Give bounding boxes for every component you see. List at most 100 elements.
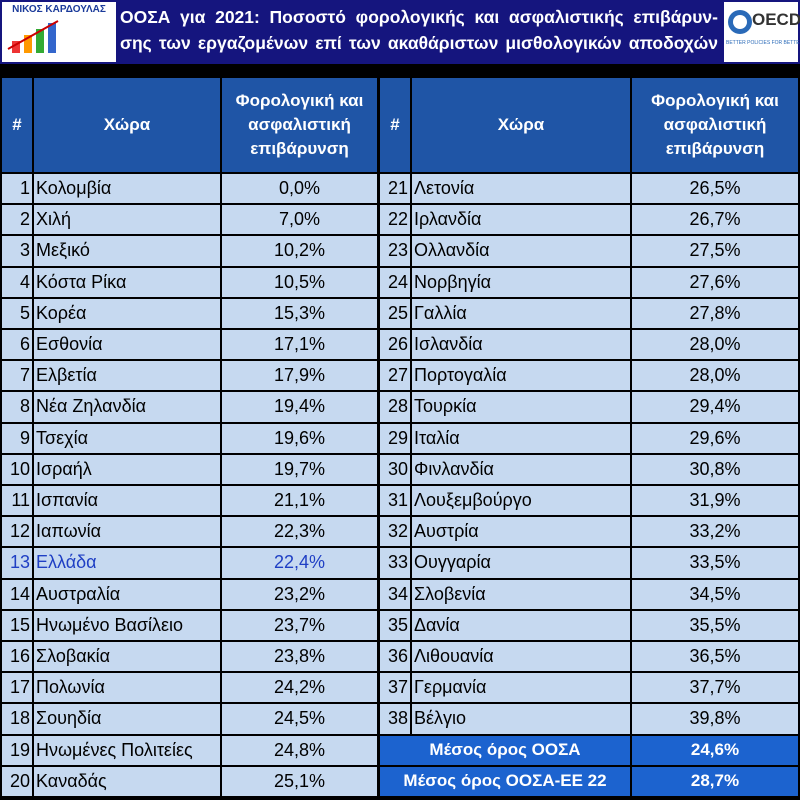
rank: 21 [380,174,410,204]
rank: 1 [2,174,32,204]
rate: 24,5% [222,704,377,734]
summary-value: 24,6% [632,735,798,765]
rate: 22,4% [222,548,377,578]
oecd-tagline: BETTER POLICIES FOR BETTER LIVES [726,40,800,46]
rank: 4 [2,267,32,297]
rank: 31 [380,486,410,516]
country: Ηνωμένο Βασίλειο [34,610,220,640]
summary-label: Μέσος όρος ΟΟΣΑ-ΕΕ 22 [380,766,630,796]
country: Ισλανδία [412,330,630,360]
country: Μεξικό [34,236,220,266]
rate: 19,4% [222,392,377,422]
column-header: Φορολογική και ασφαλιστική επιβάρυνση [632,78,798,172]
rank: 35 [380,610,410,640]
rate: 17,9% [222,361,377,391]
left-logo-text: ΝΙΚΟΣ ΚΑΡΔΟΥΛΑΣ [12,4,106,15]
rank: 34 [380,579,410,609]
rate: 28,0% [632,330,798,360]
rate: 33,2% [632,517,798,547]
rank: 24 [380,267,410,297]
rank: 16 [2,642,32,672]
rate: 21,1% [222,486,377,516]
rate: 31,9% [632,486,798,516]
country: Νέα Ζηλανδία [34,392,220,422]
rank: 33 [380,548,410,578]
rate: 34,5% [632,579,798,609]
rate: 19,7% [222,454,377,484]
rate: 25,1% [222,766,377,796]
right-logo: OECD BETTER POLICIES FOR BETTER LIVES [724,2,800,62]
rank: 3 [2,236,32,266]
rate: 0,0% [222,174,377,204]
country: Ολλανδία [412,236,630,266]
column-header: # [2,78,32,172]
oecd-text: OECD [752,10,800,29]
country: Λουξεμβούργο [412,486,630,516]
rate: 10,2% [222,236,377,266]
country: Ελβετία [34,361,220,391]
rate: 28,0% [632,361,798,391]
header-banner: ΝΙΚΟΣ ΚΑΡΔΟΥΛΑΣ ΟΟΣΑ για 2021: Ποσοστό φ… [0,0,800,64]
country: Ελλάδα [34,548,220,578]
rate: 24,8% [222,735,377,765]
country: Σουηδία [34,704,220,734]
rank: 12 [2,517,32,547]
rank: 2 [2,205,32,235]
rate: 29,4% [632,392,798,422]
rate: 26,5% [632,174,798,204]
country: Ισραήλ [34,454,220,484]
rate: 37,7% [632,673,798,703]
rank: 30 [380,454,410,484]
title-line: σης των εργαζομένων επί των ακαθάριστων … [120,33,718,53]
country: Αυστρία [412,517,630,547]
country: Γαλλία [412,298,630,328]
rate: 17,1% [222,330,377,360]
country: Βέλγιο [412,704,630,734]
rate: 22,3% [222,517,377,547]
rank: 29 [380,423,410,453]
rate: 33,5% [632,548,798,578]
rank: 11 [2,486,32,516]
rank: 9 [2,423,32,453]
country: Ιαπωνία [34,517,220,547]
rate: 23,8% [222,642,377,672]
country: Σλοβενία [412,579,630,609]
rank: 5 [2,298,32,328]
column-header: Χώρα [412,78,630,172]
rate: 10,5% [222,267,377,297]
rank: 7 [2,361,32,391]
column-header: Χώρα [34,78,220,172]
country: Φινλανδία [412,454,630,484]
country: Λετονία [412,174,630,204]
country: Κορέα [34,298,220,328]
country: Ιρλανδία [412,205,630,235]
rate: 26,7% [632,205,798,235]
rate: 29,6% [632,423,798,453]
country: Καναδάς [34,766,220,796]
rate: 30,8% [632,454,798,484]
country: Γερμανία [412,673,630,703]
column-header: # [380,78,410,172]
country: Κόστα Ρίκα [34,267,220,297]
title-line: ΟΟΣΑ για 2021: Ποσοστό φορολογικής και α… [120,7,718,27]
country: Δανία [412,610,630,640]
rank: 6 [2,330,32,360]
country: Πορτογαλία [412,361,630,391]
rank: 19 [2,735,32,765]
country: Ιταλία [412,423,630,453]
rank: 32 [380,517,410,547]
country: Πολωνία [34,673,220,703]
country: Εσθονία [34,330,220,360]
rank: 25 [380,298,410,328]
rate: 27,8% [632,298,798,328]
country: Νορβηγία [412,267,630,297]
rate: 23,7% [222,610,377,640]
rate: 35,5% [632,610,798,640]
rate: 36,5% [632,642,798,672]
rank: 18 [2,704,32,734]
logo-graphic [7,20,59,53]
rank: 27 [380,361,410,391]
rank: 22 [380,205,410,235]
rate: 19,6% [222,423,377,453]
